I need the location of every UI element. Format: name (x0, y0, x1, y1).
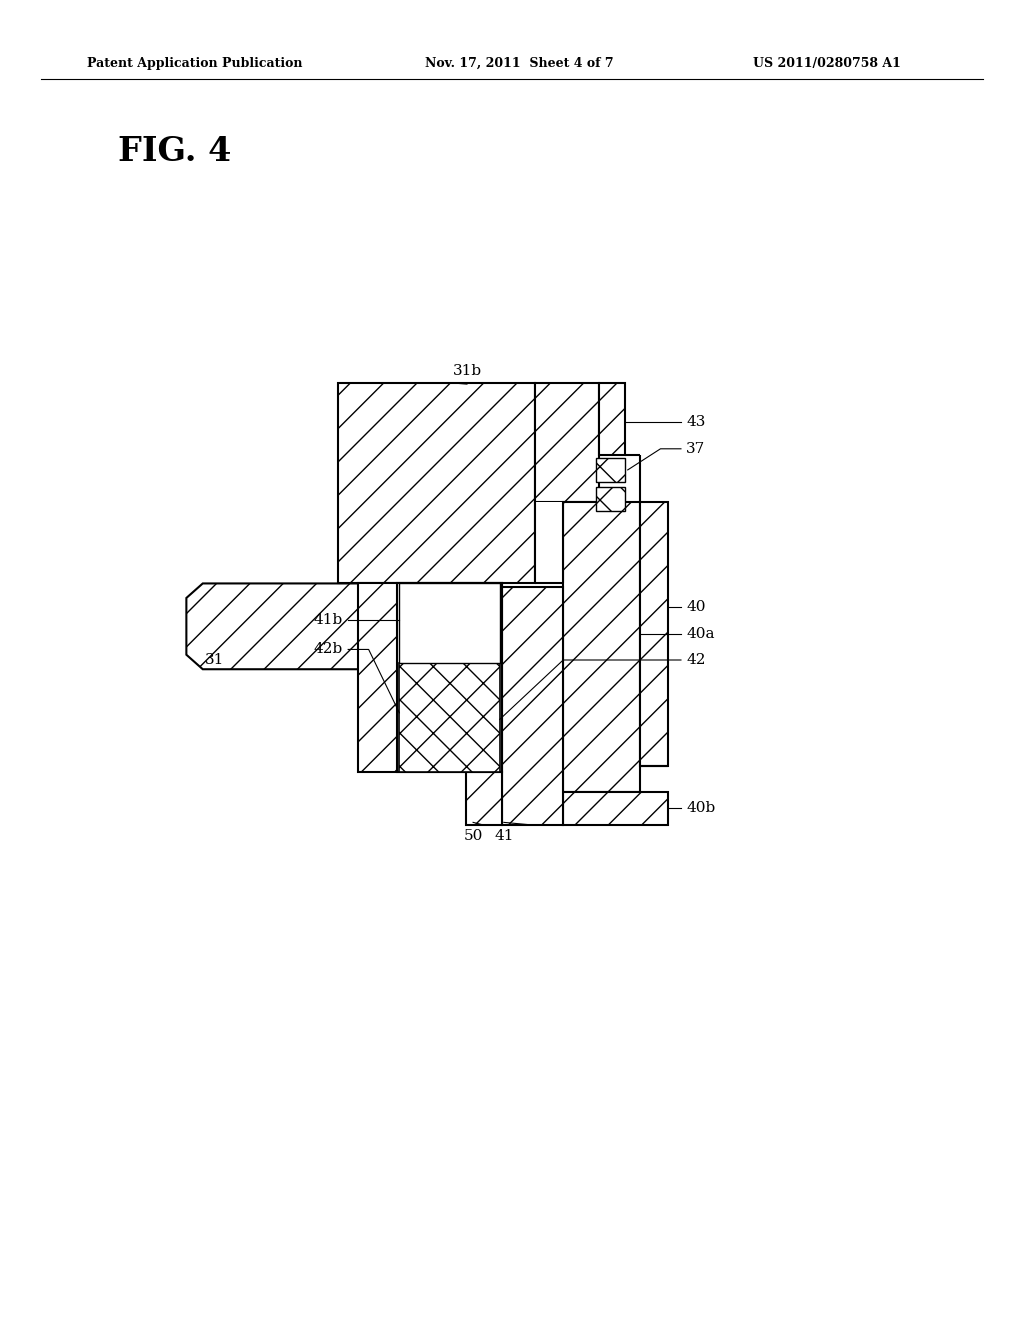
Text: 31: 31 (205, 652, 224, 667)
Bar (535, 502, 563, 583)
Bar (466, 772, 502, 825)
Text: 40b: 40b (686, 801, 716, 814)
Text: 41: 41 (494, 829, 514, 843)
Bar (535, 383, 599, 502)
Text: 42: 42 (686, 653, 706, 667)
Text: US 2011/0280758 A1: US 2011/0280758 A1 (753, 57, 900, 70)
Bar (596, 487, 625, 511)
Bar (399, 663, 500, 772)
Text: 37: 37 (686, 442, 706, 455)
Text: 42b: 42b (313, 643, 343, 656)
Text: 40: 40 (686, 601, 706, 614)
Text: FIG. 4: FIG. 4 (118, 135, 231, 168)
Bar (563, 502, 640, 792)
Text: 43: 43 (686, 416, 706, 429)
Text: 50: 50 (464, 829, 482, 843)
Polygon shape (186, 583, 360, 669)
Bar (640, 502, 668, 766)
Text: Patent Application Publication: Patent Application Publication (87, 57, 302, 70)
Text: 40a: 40a (686, 627, 715, 640)
Text: 31b: 31b (453, 363, 481, 378)
Bar (563, 792, 668, 825)
Bar (502, 587, 563, 825)
Bar (599, 383, 625, 455)
Bar (358, 583, 502, 772)
Bar (399, 583, 500, 663)
Text: 41b: 41b (313, 614, 343, 627)
Bar (397, 583, 502, 772)
Text: Nov. 17, 2011  Sheet 4 of 7: Nov. 17, 2011 Sheet 4 of 7 (425, 57, 613, 70)
Bar (338, 383, 535, 583)
Bar (596, 458, 625, 482)
